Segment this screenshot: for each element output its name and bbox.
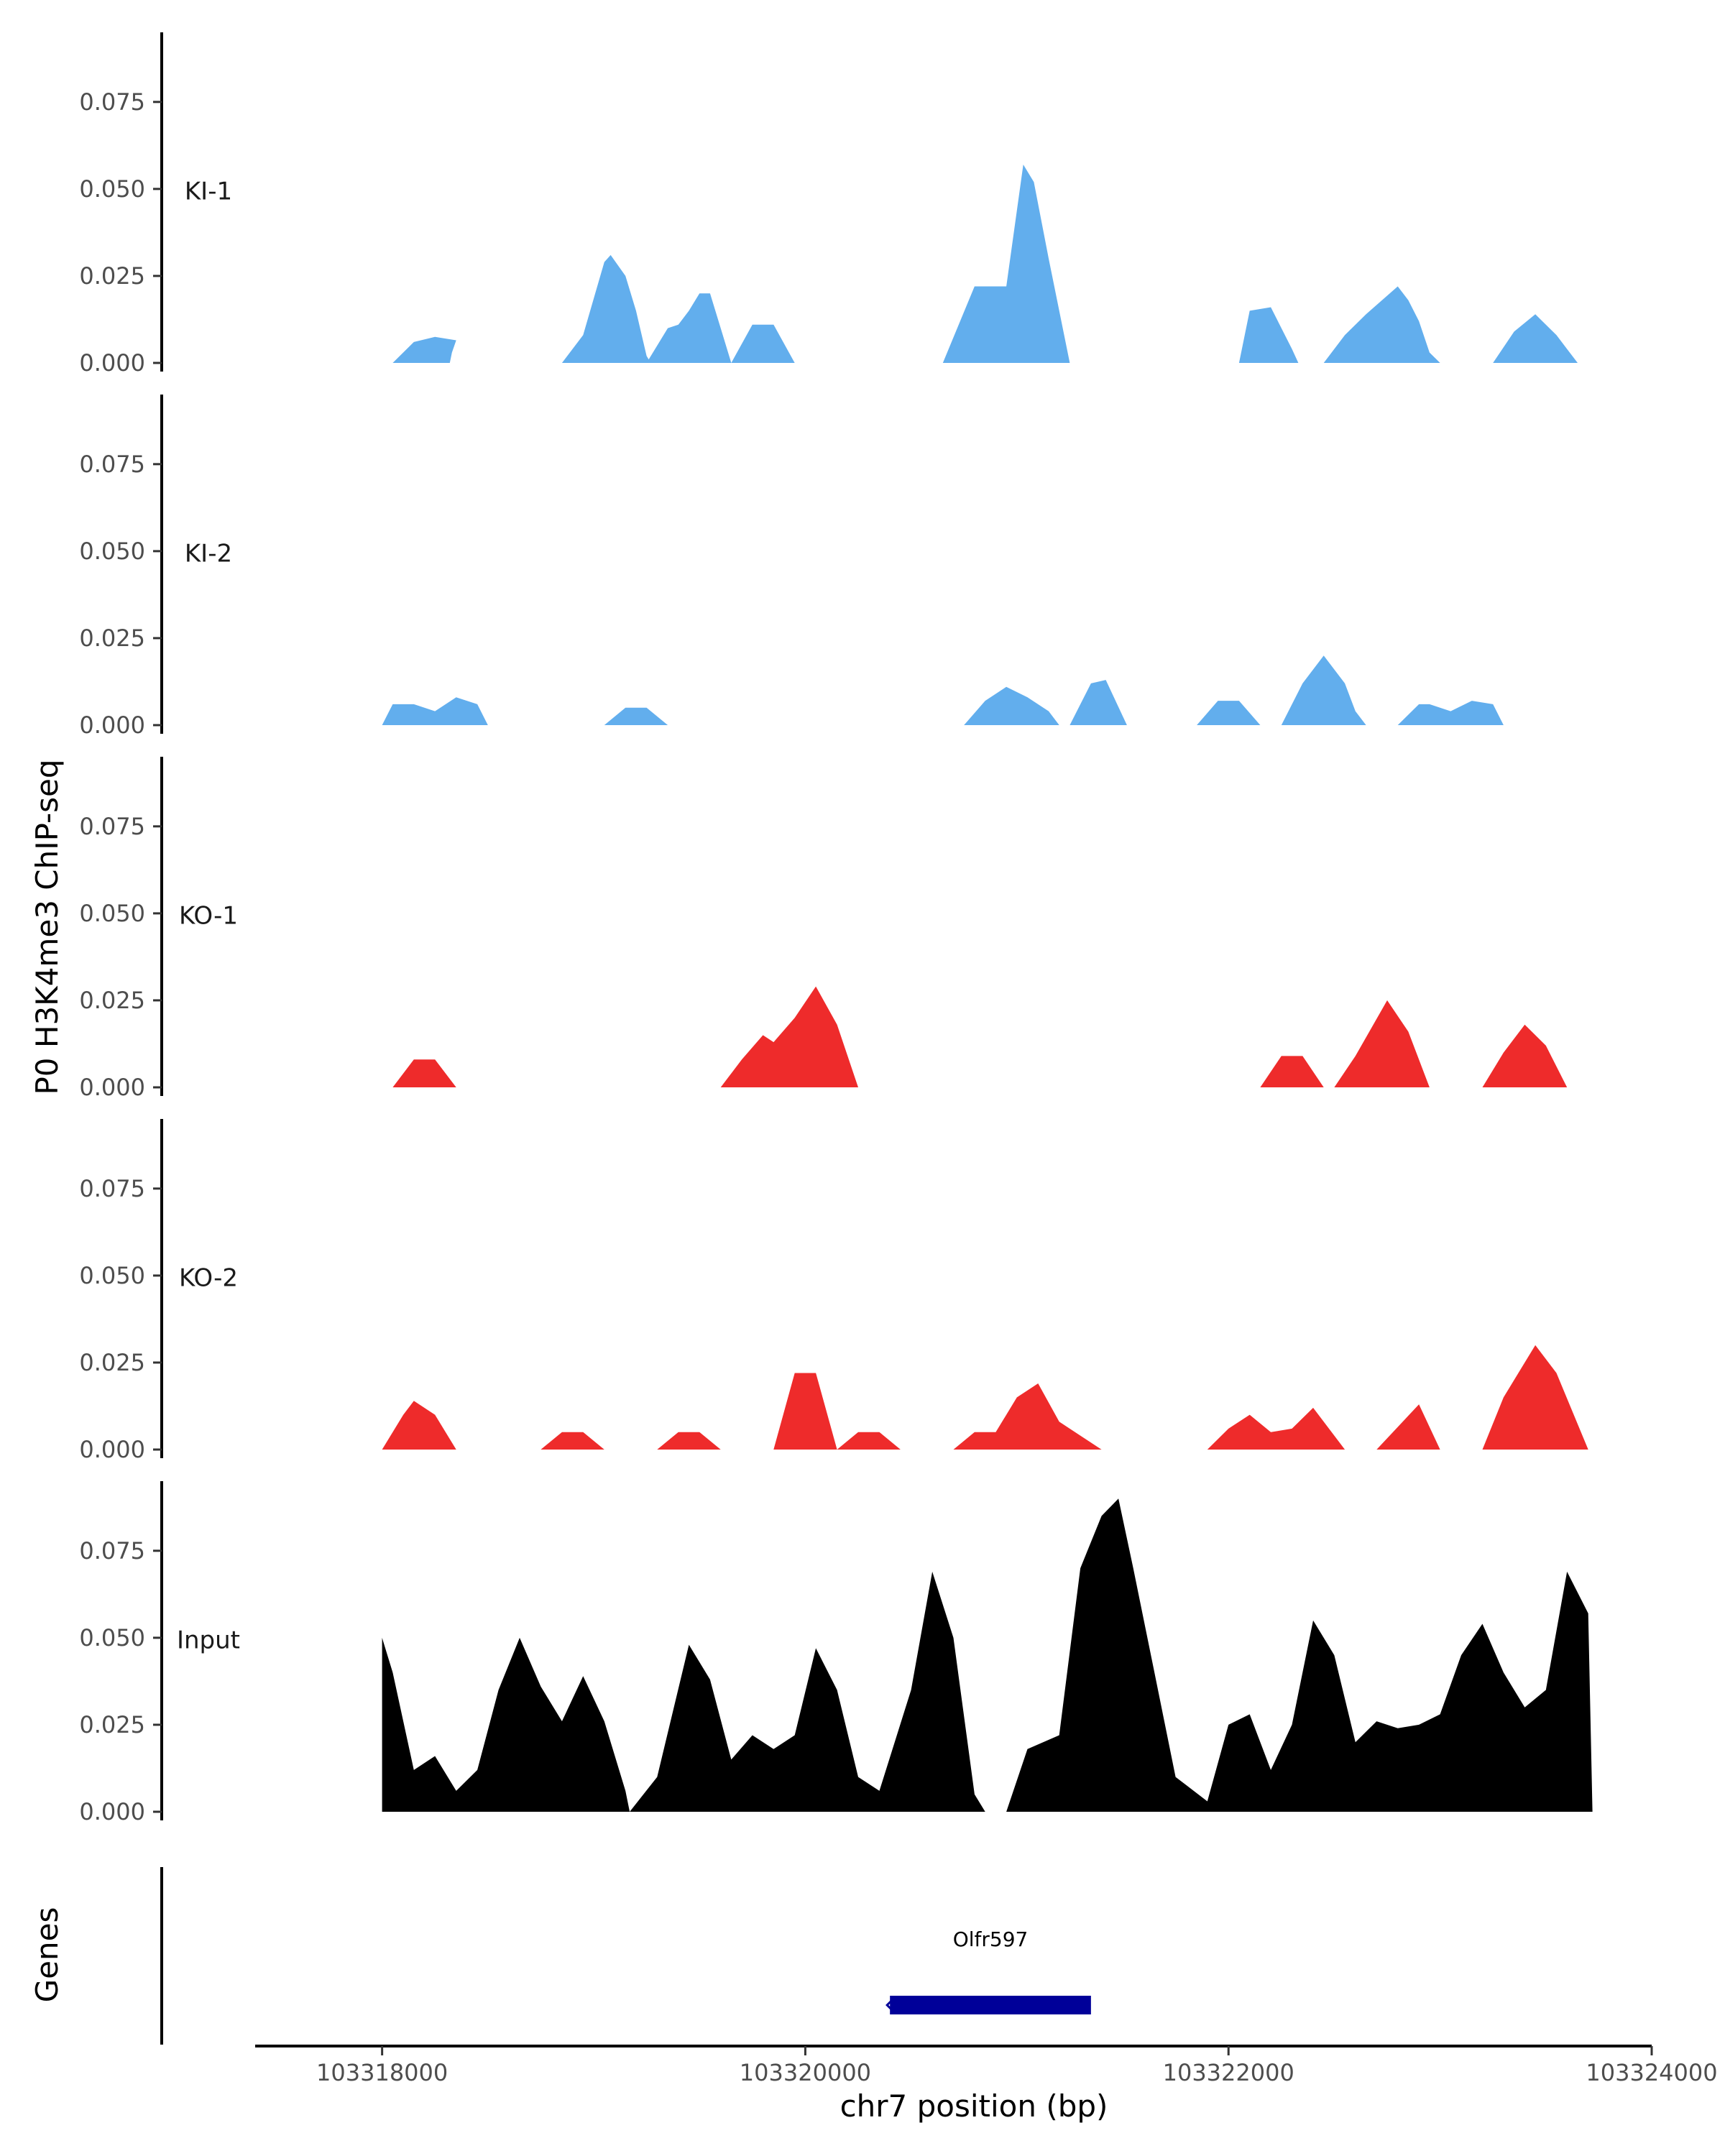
signal-peak: [1323, 286, 1440, 363]
signal-peak: [1281, 655, 1366, 725]
x-tick-label: 103324000: [1586, 2059, 1717, 2086]
signal-peak: [1238, 307, 1299, 363]
signal-peak: [953, 1383, 1102, 1450]
y-tick-label: 0.025: [79, 1349, 145, 1376]
signal-peak: [1197, 701, 1261, 725]
x-tick-label: 103322000: [1163, 2059, 1294, 2086]
x-tick-label: 103318000: [316, 2059, 448, 2086]
track-label-ko-2: KO-2: [179, 1263, 238, 1292]
signal-peak: [392, 336, 456, 363]
y-tick-label: 0.050: [79, 1624, 145, 1651]
track-input: 0.000 0.025 0.050 0.075 Input: [79, 1481, 1593, 1825]
signal-peak: [382, 1401, 456, 1450]
track-label-ki-1: KI-1: [185, 177, 232, 206]
signal-peak: [964, 686, 1059, 725]
track-label-ki-2: KI-2: [185, 539, 232, 568]
y-tick-label: 0.050: [79, 175, 145, 203]
gene-body: [890, 1996, 1091, 2014]
signal-peak: [646, 293, 732, 363]
signal-peak: [1006, 1498, 1593, 1812]
signal-peak: [1207, 1407, 1346, 1450]
signal-peak: [720, 986, 858, 1087]
signal-peak: [382, 697, 488, 725]
y-tick-label: 0.075: [79, 813, 145, 840]
signal-peak: [1397, 701, 1504, 725]
y-tick-label: 0.000: [79, 1436, 145, 1463]
y-tick-label: 0.075: [79, 1175, 145, 1202]
y-tick-label: 0.075: [79, 1537, 145, 1565]
y-tick-label: 0.025: [79, 987, 145, 1014]
signal-peak: [392, 1059, 456, 1087]
signal-peak: [837, 1432, 901, 1450]
signal-peak: [773, 1373, 837, 1450]
tracks-layer: 0.0000.0250.0500.075KI-10.0000.0250.0500…: [79, 32, 1593, 1825]
y-tick-label: 0.050: [79, 1262, 145, 1289]
x-ticks: 103318000 103320000 103322000 103324000: [316, 2046, 1718, 2086]
gene-panel: Genes Olfr597: [29, 1867, 1091, 2045]
signal-peak: [540, 1432, 604, 1450]
gene-strand-arrow: [886, 1998, 894, 2012]
signal-peak: [1493, 314, 1578, 363]
y-tick-label: 0.025: [79, 625, 145, 652]
track-ko-1: 0.000 0.025 0.050 0.075 KO-1: [79, 757, 1568, 1101]
signal-peak: [561, 254, 651, 363]
x-axis-title: chr7 position (bp): [840, 2088, 1108, 2124]
signal-peak: [1070, 680, 1127, 725]
signal-peak: [1260, 1056, 1324, 1087]
signal-peak: [604, 707, 668, 725]
signal-peak: [942, 165, 1070, 363]
y-tick-label: 0.000: [79, 1074, 145, 1101]
y-tick-label: 0.000: [79, 1798, 145, 1825]
genes-axis-title: Genes: [29, 1907, 65, 2003]
signal-peak: [630, 1571, 985, 1812]
gene-layer: Olfr597: [886, 1927, 1091, 2014]
y-tick-label: 0.050: [79, 900, 145, 927]
signal-peak: [1482, 1024, 1568, 1087]
y-tick-label: 0.025: [79, 1711, 145, 1738]
signal-peak: [1482, 1345, 1588, 1450]
signal-peak: [382, 1637, 630, 1812]
track-ki-2: 0.000 0.025 0.050 0.075 KI-2: [79, 395, 1504, 739]
y-tick-label: 0.000: [79, 711, 145, 739]
track-ki-1: 0.000 0.025 0.050 0.075 KI-1: [79, 32, 1578, 377]
y-tick-label: 0.075: [79, 88, 145, 116]
signal-peak: [731, 324, 795, 363]
y-axis-title: P0 H3K4me3 ChIP-seq: [29, 759, 65, 1095]
x-axis: 103318000 103320000 103322000 103324000 chr…: [255, 2045, 1718, 2124]
track-label-input: Input: [177, 1626, 240, 1654]
x-tick-label: 103320000: [740, 2059, 871, 2086]
y-tick-label: 0.025: [79, 262, 145, 290]
signal-peak: [657, 1432, 721, 1450]
y-tick-label: 0.075: [79, 451, 145, 478]
signal-peak: [1334, 1000, 1430, 1087]
signal-peak: [1376, 1404, 1440, 1450]
gene-label: Olfr597: [953, 1927, 1029, 1951]
y-tick-label: 0.050: [79, 538, 145, 565]
track-ko-2: 0.000 0.025 0.050 0.075 KO-2: [79, 1119, 1588, 1463]
track-label-ko-1: KO-1: [179, 901, 238, 930]
y-tick-label: 0.000: [79, 349, 145, 377]
